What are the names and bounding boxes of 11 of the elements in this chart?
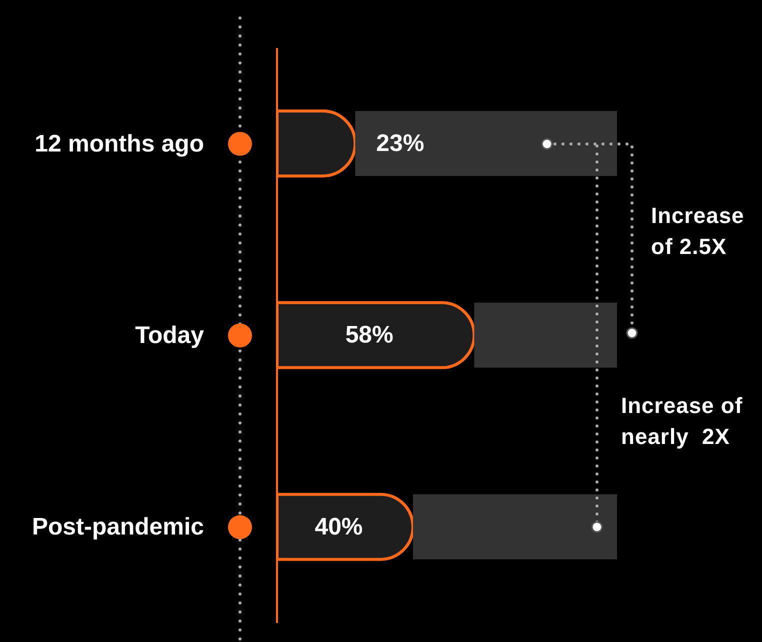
data-label: 40% (314, 513, 363, 540)
y-tick-label: Post-pandemic (32, 514, 204, 541)
data-label: 58% (345, 322, 394, 349)
data-label: 23% (376, 130, 424, 157)
y-tick-label: 12 months ago (34, 130, 204, 158)
text: Increase of nearly 2X (621, 392, 744, 451)
text: Increase of 2.5X (651, 202, 746, 261)
bar (413, 494, 617, 560)
y-tick-label: Today (135, 322, 205, 349)
bar (474, 302, 617, 368)
bar (355, 111, 617, 176)
